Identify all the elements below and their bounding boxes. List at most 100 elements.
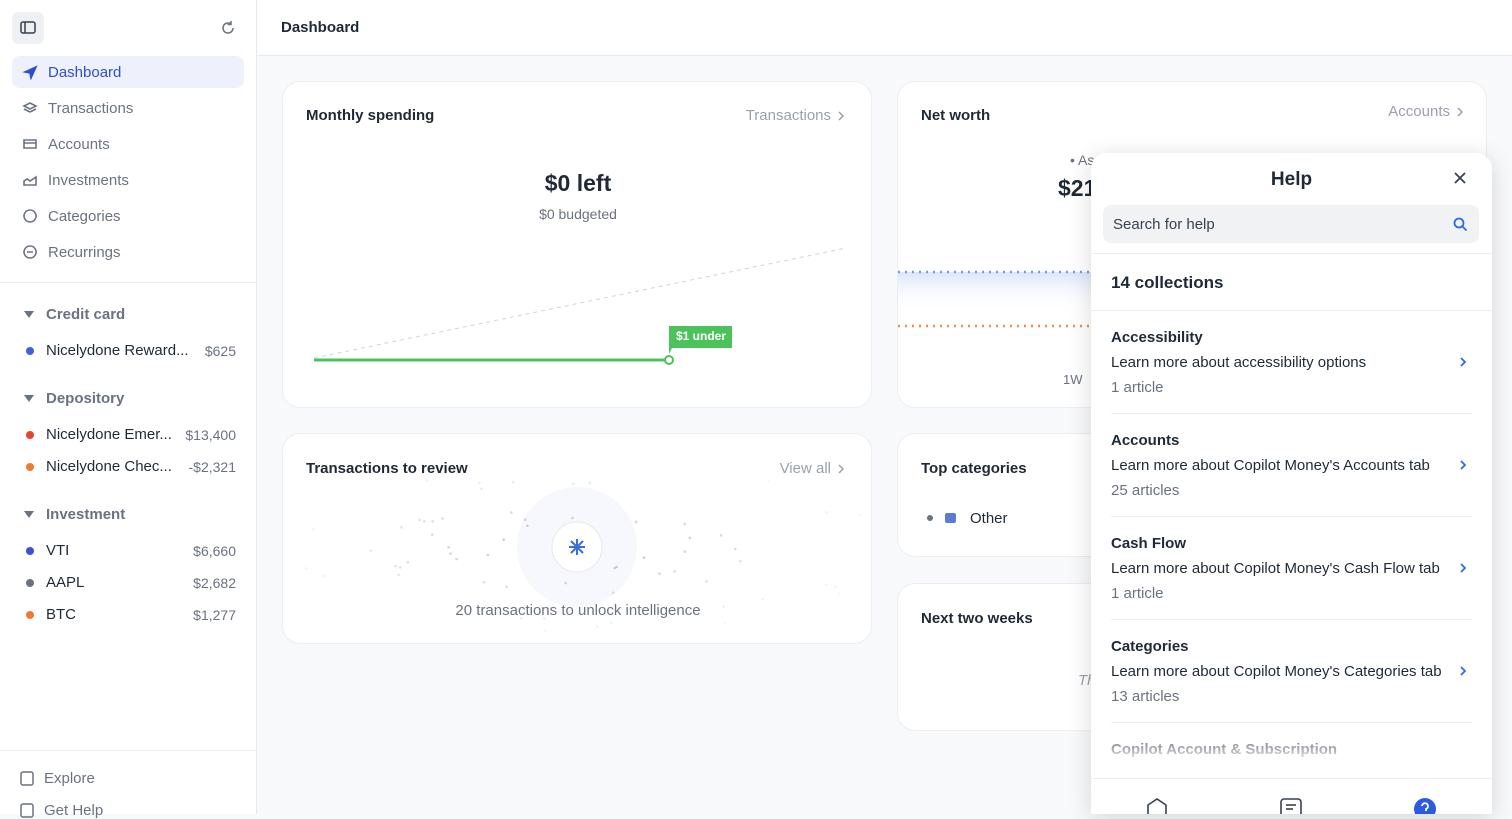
footer-link[interactable]: Get Help <box>44 802 104 819</box>
footer-link[interactable]: Explore <box>44 770 95 787</box>
group-name[interactable]: Depository <box>46 390 125 407</box>
nav-label: Accounts <box>48 135 110 153</box>
collection-title: Cash Flow <box>1111 535 1187 552</box>
collection-item[interactable]: Categories Learn more about Copilot Money… <box>1091 620 1492 723</box>
collection-description: Learn more about Copilot Money's Categor… <box>1111 663 1442 680</box>
dot <box>722 605 725 608</box>
search-placeholder: Search for help <box>1113 216 1215 233</box>
card-link[interactable]: Transactions <box>746 107 845 124</box>
collection-item[interactable]: Accessibility Learn more about accessibil… <box>1091 311 1492 414</box>
account-name[interactable]: Nicelydone Emer... <box>46 426 172 443</box>
nav-item[interactable]: Recurrings <box>12 236 244 268</box>
dot <box>486 553 490 557</box>
nav-label: Transactions <box>48 99 134 117</box>
group-caret[interactable] <box>24 395 34 403</box>
card-link[interactable]: View all <box>780 460 845 477</box>
group-name[interactable]: Credit card <box>46 306 126 323</box>
spending-chart <box>313 247 847 365</box>
account-amount: -$2,321 <box>188 459 236 475</box>
dot <box>394 564 397 568</box>
nav-icon <box>23 139 37 149</box>
dot <box>543 617 546 620</box>
under-badge: $1 under <box>675 329 726 343</box>
article-count: 25 articles <box>1111 482 1180 499</box>
dot <box>571 516 574 520</box>
collection-description: Learn more about accessibility options <box>1111 354 1367 371</box>
nav-label: Categories <box>48 207 121 225</box>
dot <box>480 487 483 491</box>
budgeted: $0 budgeted <box>539 206 617 222</box>
footer-icon <box>20 771 34 786</box>
dot <box>595 625 599 629</box>
group-name[interactable]: Investment <box>46 506 126 523</box>
dot <box>423 520 426 523</box>
collection-description: Learn more about Copilot Money's Cash Fl… <box>1111 560 1440 577</box>
help-tab[interactable] <box>1413 797 1437 814</box>
dot <box>833 585 837 589</box>
intelligence-graphic <box>304 478 862 633</box>
account-name[interactable]: AAPL <box>46 574 85 591</box>
dot <box>418 518 421 522</box>
collection-item[interactable]: Cash Flow Learn more about Copilot Money'… <box>1091 517 1492 620</box>
article-count: 1 article <box>1111 585 1164 602</box>
search-icon <box>1453 217 1468 232</box>
account-name[interactable]: VTI <box>46 542 70 559</box>
group-caret[interactable] <box>24 511 34 519</box>
dot <box>304 567 308 570</box>
card-title: Next two weeks <box>921 610 1033 627</box>
nav-item[interactable]: Dashboard <box>12 56 244 88</box>
dot <box>658 572 661 575</box>
nav-item[interactable]: Transactions <box>12 92 244 124</box>
topbar: Dashboard <box>257 0 1512 56</box>
account-name[interactable]: Nicelydone Chec... <box>46 458 172 475</box>
close-button[interactable] <box>1453 171 1467 185</box>
collection-title: Accessibility <box>1111 329 1203 346</box>
card-link[interactable]: Accounts <box>1388 103 1464 120</box>
nav-item[interactable]: Investments <box>12 164 244 196</box>
collection-title: Accounts <box>1111 432 1180 449</box>
dot <box>369 549 373 552</box>
dot <box>447 546 450 549</box>
refresh[interactable] <box>220 20 236 36</box>
divider <box>0 750 256 751</box>
legend-text: As <box>1078 152 1095 168</box>
dot <box>634 520 638 524</box>
nav-icon <box>22 102 38 113</box>
messages-tab[interactable] <box>1280 798 1302 814</box>
account-amount: $2,682 <box>193 575 236 591</box>
dot <box>431 520 434 523</box>
dot <box>523 518 527 522</box>
nav-icon <box>23 209 37 223</box>
chevron <box>1460 357 1467 367</box>
dot <box>449 552 452 555</box>
account-name[interactable]: BTC <box>46 606 76 623</box>
dot <box>502 538 506 541</box>
dot <box>519 616 523 620</box>
dot <box>688 536 692 540</box>
net-amount: $21 <box>1058 175 1097 201</box>
help-title: Help <box>1270 169 1313 190</box>
help-tabbar <box>1091 778 1492 814</box>
dot <box>511 480 515 484</box>
account-name[interactable]: Nicelydone Reward... <box>46 342 189 359</box>
divider <box>1091 310 1492 311</box>
home-tab[interactable] <box>1146 797 1168 814</box>
range-button[interactable]: 1W <box>1063 372 1083 387</box>
group-caret[interactable] <box>24 311 34 319</box>
account-dot <box>26 611 34 619</box>
nav-item[interactable]: Accounts <box>12 128 244 160</box>
dot <box>610 621 613 624</box>
chevron <box>838 464 845 474</box>
link-text: Transactions <box>745 107 831 124</box>
nav-label: Dashboard <box>48 63 122 81</box>
dot <box>397 573 400 577</box>
chevron <box>1457 107 1464 117</box>
dot <box>398 566 402 569</box>
dot <box>761 597 764 601</box>
search-box[interactable]: Search for help <box>1103 205 1479 243</box>
article-count: 13 articles <box>1111 688 1180 705</box>
sidebar-toggle[interactable] <box>12 12 44 44</box>
dot <box>311 528 315 531</box>
nav-item[interactable]: Categories <box>12 200 244 232</box>
collection-item[interactable]: Accounts Learn more about Copilot Money's… <box>1091 414 1492 517</box>
